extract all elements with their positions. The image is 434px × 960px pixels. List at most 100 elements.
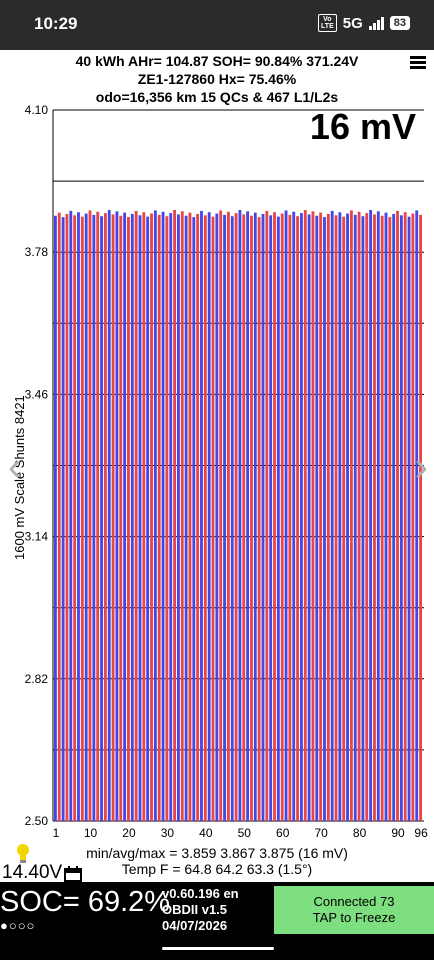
cell-bar <box>373 214 376 822</box>
cell-bar <box>376 211 380 821</box>
cell-bar <box>123 212 127 821</box>
cell-bar <box>323 217 326 822</box>
cell-bar <box>411 213 415 821</box>
cell-bar <box>57 212 61 821</box>
cell-bar <box>177 214 180 822</box>
volte-icon: Vo LTE <box>318 14 337 32</box>
cell-bar <box>188 212 192 821</box>
tap-freeze-text: TAP to Freeze <box>312 910 396 925</box>
y-tick-label: 2.82 <box>25 672 49 686</box>
cell-bar <box>196 213 200 821</box>
cell-bar <box>269 215 273 821</box>
signal-icon <box>368 16 384 30</box>
chevron-left-icon[interactable]: ‹ <box>8 445 22 489</box>
cell-bar <box>334 215 338 821</box>
cell-bar <box>100 216 103 821</box>
header-line-1: 40 kWh AHr= 104.87 SOH= 90.84% 371.24V <box>75 53 359 69</box>
cell-bar <box>211 216 215 821</box>
network-type: 5G <box>342 14 363 32</box>
chevron-right-icon[interactable]: › <box>414 445 428 489</box>
x-tick-label: 96 <box>414 826 428 840</box>
connected-freeze-button[interactable]: Connected 73 TAP to Freeze <box>274 886 434 934</box>
home-indicator[interactable] <box>162 947 274 950</box>
x-tick-label: 90 <box>391 826 405 840</box>
min-avg-max-text: min/avg/max = 3.859 3.867 3.875 (16 mV) <box>86 845 348 861</box>
cell-bar <box>69 210 73 822</box>
x-tick-label: 10 <box>84 826 98 840</box>
cell-bar <box>107 209 111 821</box>
page-dots[interactable]: ●○○○ <box>0 918 36 933</box>
cell-bar <box>77 212 80 822</box>
cell-bar <box>415 210 419 822</box>
cell-bar <box>250 215 253 822</box>
cell-bar <box>146 216 150 821</box>
cell-bar <box>242 214 246 822</box>
x-tick-label: 60 <box>276 826 290 840</box>
cell-bar <box>96 211 100 822</box>
aux-battery-voltage: 14.40V <box>2 862 63 883</box>
cell-bar <box>207 212 211 822</box>
x-tick-label: 30 <box>161 826 175 840</box>
cell-bar <box>192 217 196 822</box>
y-tick-label: 4.10 <box>25 103 49 117</box>
cell-bar <box>396 210 399 822</box>
x-tick-label: 40 <box>199 826 213 840</box>
hamburger-menu-icon[interactable] <box>410 56 426 70</box>
cell-bar <box>276 216 280 821</box>
cell-bar <box>342 216 346 821</box>
cell-bar <box>150 213 153 821</box>
lightbulb-icon[interactable] <box>14 842 32 866</box>
status-bar: 10:29 Vo LTE 5G 83 <box>0 0 434 50</box>
cell-bar <box>134 210 138 822</box>
version-info: v0.60.196 en OBDII v1.5 04/07/2026 <box>162 886 239 934</box>
cell-bar <box>399 215 403 821</box>
cell-bar <box>157 214 161 821</box>
y-tick-label: 3.14 <box>25 530 49 544</box>
cell-bar <box>73 215 77 821</box>
cell-bar <box>230 216 234 821</box>
cell-bar <box>380 215 384 822</box>
y-tick-label: 3.46 <box>25 387 49 401</box>
calendar-icon[interactable] <box>64 866 82 882</box>
cell-bar <box>261 213 265 821</box>
cell-bar <box>384 212 388 821</box>
cell-bar <box>223 214 226 821</box>
cell-bar <box>138 215 142 821</box>
cell-bar <box>346 213 349 821</box>
cell-bar <box>284 210 288 822</box>
cell-bar <box>127 217 130 822</box>
cell-bar <box>353 214 357 821</box>
battery-icon: 83 <box>389 16 410 30</box>
connected-text: Connected 73 <box>313 894 395 909</box>
cell-bar <box>203 215 207 821</box>
cell-bar <box>169 213 173 822</box>
cell-bar <box>403 212 407 822</box>
y-tick-label: 3.78 <box>25 245 49 259</box>
cell-voltage-chart[interactable]: 4.10 3.78 3.46 3.14 2.82 2.50 1 10 20 30 40 50 60 70… <box>0 100 434 845</box>
cell-bar <box>273 212 276 822</box>
home-indicator-bar <box>0 936 434 960</box>
date-text: 04/07/2026 <box>162 918 228 933</box>
spread-mv-label: 16 mV <box>309 106 416 147</box>
soc-readout: SOC= 69.2% <box>0 886 171 918</box>
cell-bar <box>311 211 315 821</box>
cell-bar <box>357 211 361 822</box>
cell-bar <box>307 214 311 822</box>
cell-bar <box>257 217 261 822</box>
cell-bar <box>226 211 230 822</box>
bottom-bar: SOC= 69.2% ●○○○ v0.60.196 en OBDII v1.5 … <box>0 882 434 936</box>
x-tick-label: 50 <box>238 826 252 840</box>
cell-bar <box>265 210 269 822</box>
header-line-2: ZE1-127860 Hx= 75.46% <box>137 71 297 87</box>
cell-bar <box>292 211 296 822</box>
x-tick-label: 1 <box>53 826 60 840</box>
y-tick-label: 2.50 <box>25 814 49 828</box>
cell-bar <box>103 213 107 822</box>
cell-bar <box>315 215 319 822</box>
cell-bar <box>61 217 65 822</box>
cell-bar <box>142 212 146 822</box>
cell-bar <box>246 211 250 821</box>
cell-bar <box>365 213 369 822</box>
chart-x-ticks: 1 10 20 30 40 50 60 70 80 90 96 <box>53 826 428 840</box>
cell-bar <box>84 213 88 821</box>
